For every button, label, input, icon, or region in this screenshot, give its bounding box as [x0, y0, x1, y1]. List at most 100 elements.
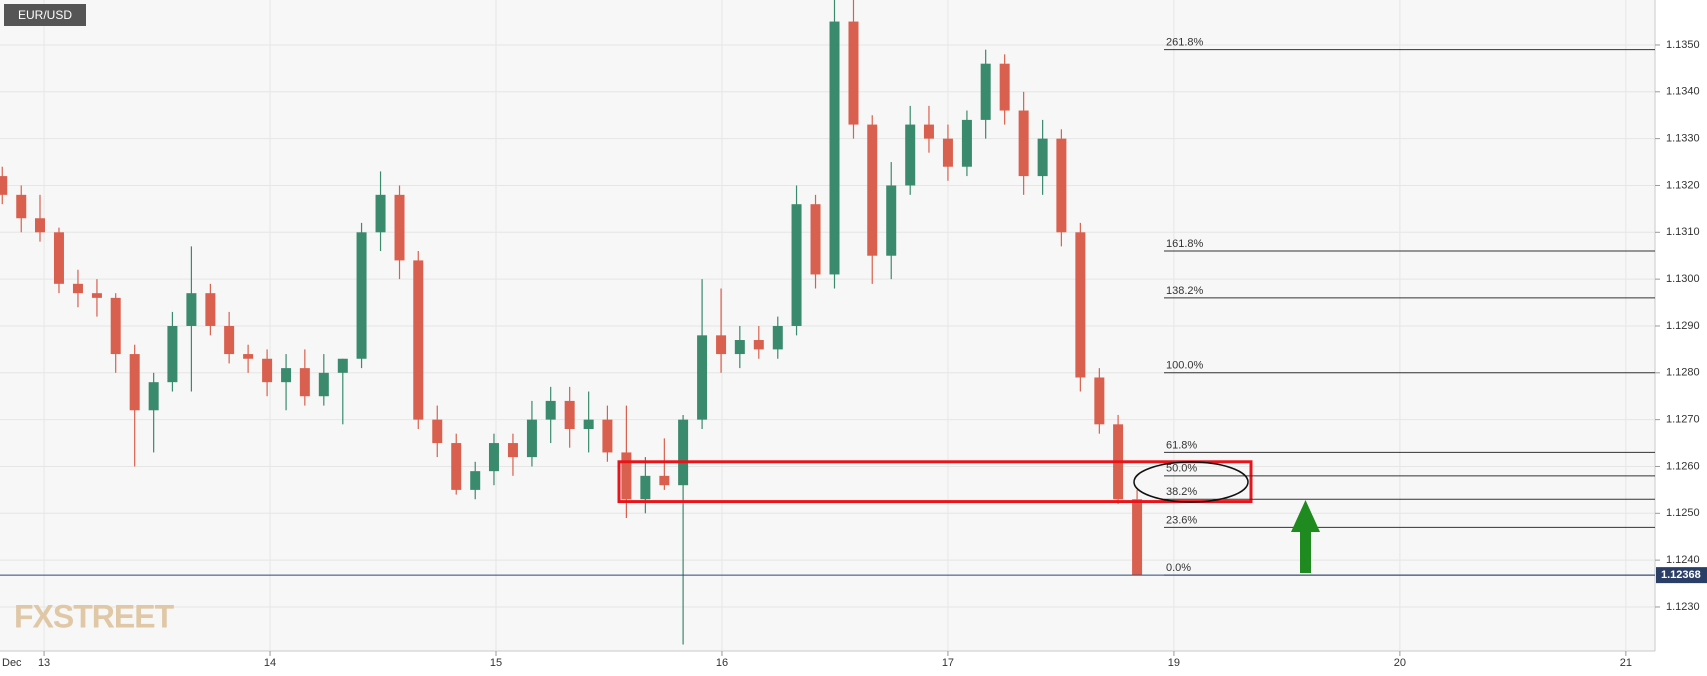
- y-tick-label: 1.1320: [1666, 179, 1700, 191]
- candle-body: [923, 124, 934, 139]
- fib-label: 0.0%: [1166, 562, 1191, 574]
- candle-body: [583, 419, 594, 430]
- candle-body: [318, 372, 329, 397]
- candle-body: [129, 354, 140, 411]
- arrow-shaft: [1300, 530, 1311, 573]
- y-tick-label: 1.1330: [1666, 133, 1700, 145]
- candle-body: [716, 335, 727, 355]
- x-tick-label: 17: [942, 657, 954, 669]
- candle-body: [470, 471, 481, 490]
- fib-label: 61.8%: [1166, 439, 1197, 451]
- y-tick-label: 1.1290: [1666, 320, 1700, 332]
- candle-body: [281, 368, 292, 383]
- candle-body: [734, 340, 745, 355]
- x-tick-label: 19: [1168, 657, 1180, 669]
- ellipse-annotation: [1133, 461, 1249, 503]
- fib-label: 23.6%: [1166, 514, 1197, 526]
- month-label: Dec: [2, 657, 22, 669]
- fib-label: 100.0%: [1166, 360, 1204, 372]
- y-tick-label: 1.1250: [1666, 507, 1700, 519]
- candle-body: [262, 358, 273, 383]
- candle-body: [72, 283, 83, 294]
- candle-body: [432, 419, 443, 444]
- candle-body: [829, 21, 840, 275]
- y-tick-label: 1.1350: [1666, 39, 1700, 51]
- candle-body: [640, 475, 651, 500]
- candle-body: [697, 335, 708, 420]
- candle-body: [16, 194, 27, 219]
- candle-body: [394, 194, 405, 261]
- candle-body: [299, 368, 310, 397]
- candle-body: [186, 293, 197, 326]
- candle-body: [753, 340, 764, 350]
- current-price-label: 1.12368: [1661, 569, 1701, 581]
- x-tick-label: 15: [490, 657, 502, 669]
- y-tick-label: 1.1260: [1666, 460, 1700, 472]
- y-tick-label: 1.1300: [1666, 273, 1700, 285]
- candle-body: [545, 400, 556, 420]
- y-tick-label: 1.1340: [1666, 86, 1700, 98]
- candle-body: [337, 358, 348, 373]
- candle-body: [602, 419, 613, 453]
- overlays: 261.8% 161.8% 138.2% 100.0% 61.8% 50.0% 38.2% 2…: [0, 37, 1707, 584]
- symbol-label: EUR/USD: [18, 8, 72, 22]
- candle-body: [526, 419, 537, 458]
- green-arrow: [1291, 500, 1320, 573]
- candle-body: [167, 325, 178, 383]
- highlight-zone: [617, 460, 1253, 504]
- candle-body: [205, 293, 216, 326]
- candle-body: [564, 400, 575, 430]
- x-tick-label: 20: [1394, 657, 1406, 669]
- candle-body: [886, 185, 897, 256]
- candle-body: [1132, 499, 1143, 576]
- candle-body: [1037, 138, 1048, 177]
- candle-body: [53, 232, 64, 284]
- candle-body: [375, 194, 386, 233]
- candle-body: [224, 325, 235, 355]
- candle-body: [1094, 377, 1105, 425]
- fib-label: 138.2%: [1166, 285, 1204, 297]
- y-tick-label: 1.1230: [1666, 601, 1700, 613]
- candle-body: [34, 218, 45, 233]
- candle-body: [356, 232, 367, 359]
- candle-body: [678, 419, 689, 486]
- fib-label: 261.8%: [1166, 37, 1204, 49]
- x-tick-label: 13: [38, 657, 50, 669]
- candle-body: [961, 119, 972, 167]
- candle-body: [110, 297, 121, 355]
- fib-label: 161.8%: [1166, 238, 1204, 250]
- candle-body: [91, 293, 102, 298]
- x-tick-label: 16: [716, 657, 728, 669]
- candle-body: [848, 21, 859, 125]
- candle-body: [791, 204, 802, 326]
- candle-body: [1075, 232, 1086, 378]
- x-tick-label: 14: [264, 657, 276, 669]
- symbol-badge: [4, 4, 86, 26]
- current-price-badge: [1656, 567, 1707, 584]
- y-tick-label: 1.1280: [1666, 367, 1700, 379]
- candle-body: [148, 382, 159, 411]
- candle-body: [942, 138, 953, 167]
- candle-body: [999, 63, 1010, 111]
- candle-body: [243, 354, 254, 359]
- fib-label: 38.2%: [1166, 486, 1197, 498]
- x-tick-label: 21: [1620, 657, 1632, 669]
- candles: [0, 0, 1143, 645]
- candle-body: [451, 443, 462, 490]
- arrow-head: [1291, 500, 1320, 532]
- candle-body: [659, 475, 670, 486]
- fib-label: 50.0%: [1166, 463, 1197, 475]
- candle-body: [0, 176, 8, 195]
- candle-body: [413, 260, 424, 420]
- candle-body: [621, 452, 632, 500]
- candle-body: [772, 325, 783, 350]
- watermark: FXSTREET: [14, 598, 175, 634]
- candle-body: [1018, 110, 1029, 177]
- candle-body: [905, 124, 916, 186]
- y-tick-label: 1.1240: [1666, 554, 1700, 566]
- y-tick-label: 1.1310: [1666, 226, 1700, 238]
- candle-body: [980, 63, 991, 120]
- candle-body: [810, 204, 821, 275]
